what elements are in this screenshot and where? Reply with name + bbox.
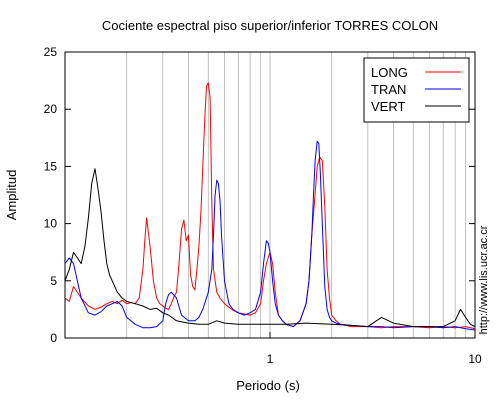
y-tick-label: 25 xyxy=(44,45,58,59)
legend: LONG TRAN VERT xyxy=(363,57,470,123)
x-tick-label: 10 xyxy=(468,352,482,366)
legend-box xyxy=(363,57,470,123)
x-axis-label: Periodo (s) xyxy=(236,378,300,393)
y-axis: 0 5 10 15 20 25 xyxy=(44,45,475,345)
chart-title: Cociente espectral piso superior/inferio… xyxy=(102,18,438,33)
y-tick-label: 20 xyxy=(44,102,58,116)
y-tick-label: 0 xyxy=(50,331,57,345)
y-tick-label: 15 xyxy=(44,159,58,173)
legend-label-tran: TRAN xyxy=(371,82,406,97)
legend-label-vert: VERT xyxy=(371,99,405,114)
series-line-vert xyxy=(64,168,476,328)
y-axis-label: Amplitud xyxy=(4,170,19,221)
y-tick-label: 5 xyxy=(50,274,57,288)
series-line-tran xyxy=(64,140,476,331)
watermark: http://www.lis.ucr.ac.cr xyxy=(478,225,490,334)
legend-label-long: LONG xyxy=(371,65,408,80)
y-tick-label: 10 xyxy=(44,217,58,231)
x-axis: 1 10 xyxy=(267,332,482,366)
series-group xyxy=(64,82,476,331)
series-line-long xyxy=(64,82,476,330)
x-tick-label: 1 xyxy=(267,352,274,366)
